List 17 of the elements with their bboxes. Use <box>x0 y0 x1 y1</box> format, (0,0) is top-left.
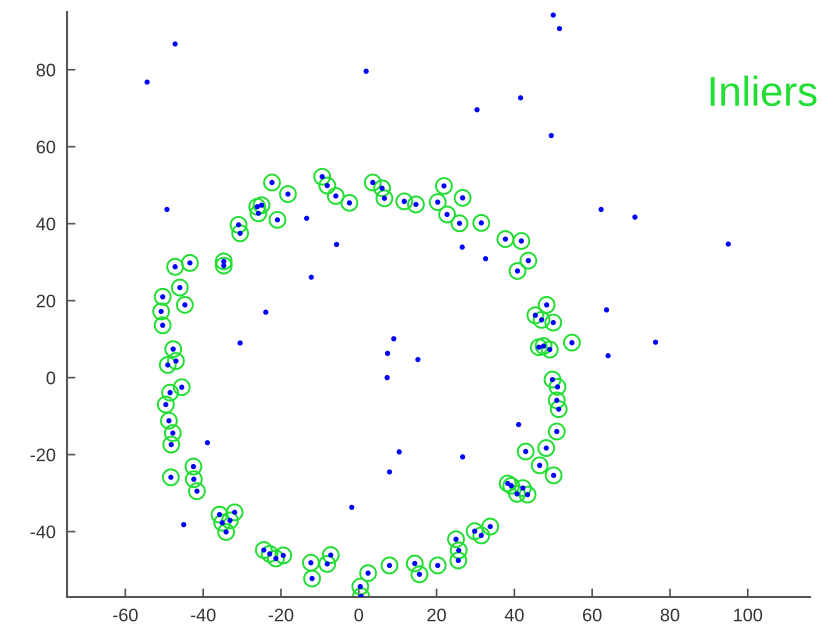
y-tick-label: -20 <box>30 448 56 462</box>
y-tick-label: 0 <box>46 372 56 384</box>
x-tick-label: 20 <box>427 608 446 622</box>
y-tick-label: 60 <box>36 140 56 154</box>
x-tick-label: -20 <box>268 608 294 622</box>
x-tick-label: -60 <box>113 608 138 622</box>
y-tick-label: 40 <box>36 218 56 230</box>
x-tick-label: 80 <box>660 608 680 622</box>
y-tick-label: 80 <box>36 64 56 76</box>
x-tick-label: 40 <box>504 608 524 622</box>
y-tick-label: -40 <box>30 526 56 538</box>
x-tick-label: 100 <box>734 608 762 622</box>
x-tick-label: 0 <box>354 608 364 622</box>
y-tick-label: 20 <box>36 294 56 308</box>
x-tick-label: -40 <box>190 608 216 622</box>
x-tick-label: 60 <box>583 608 602 622</box>
text: Inliers <box>710 76 816 106</box>
